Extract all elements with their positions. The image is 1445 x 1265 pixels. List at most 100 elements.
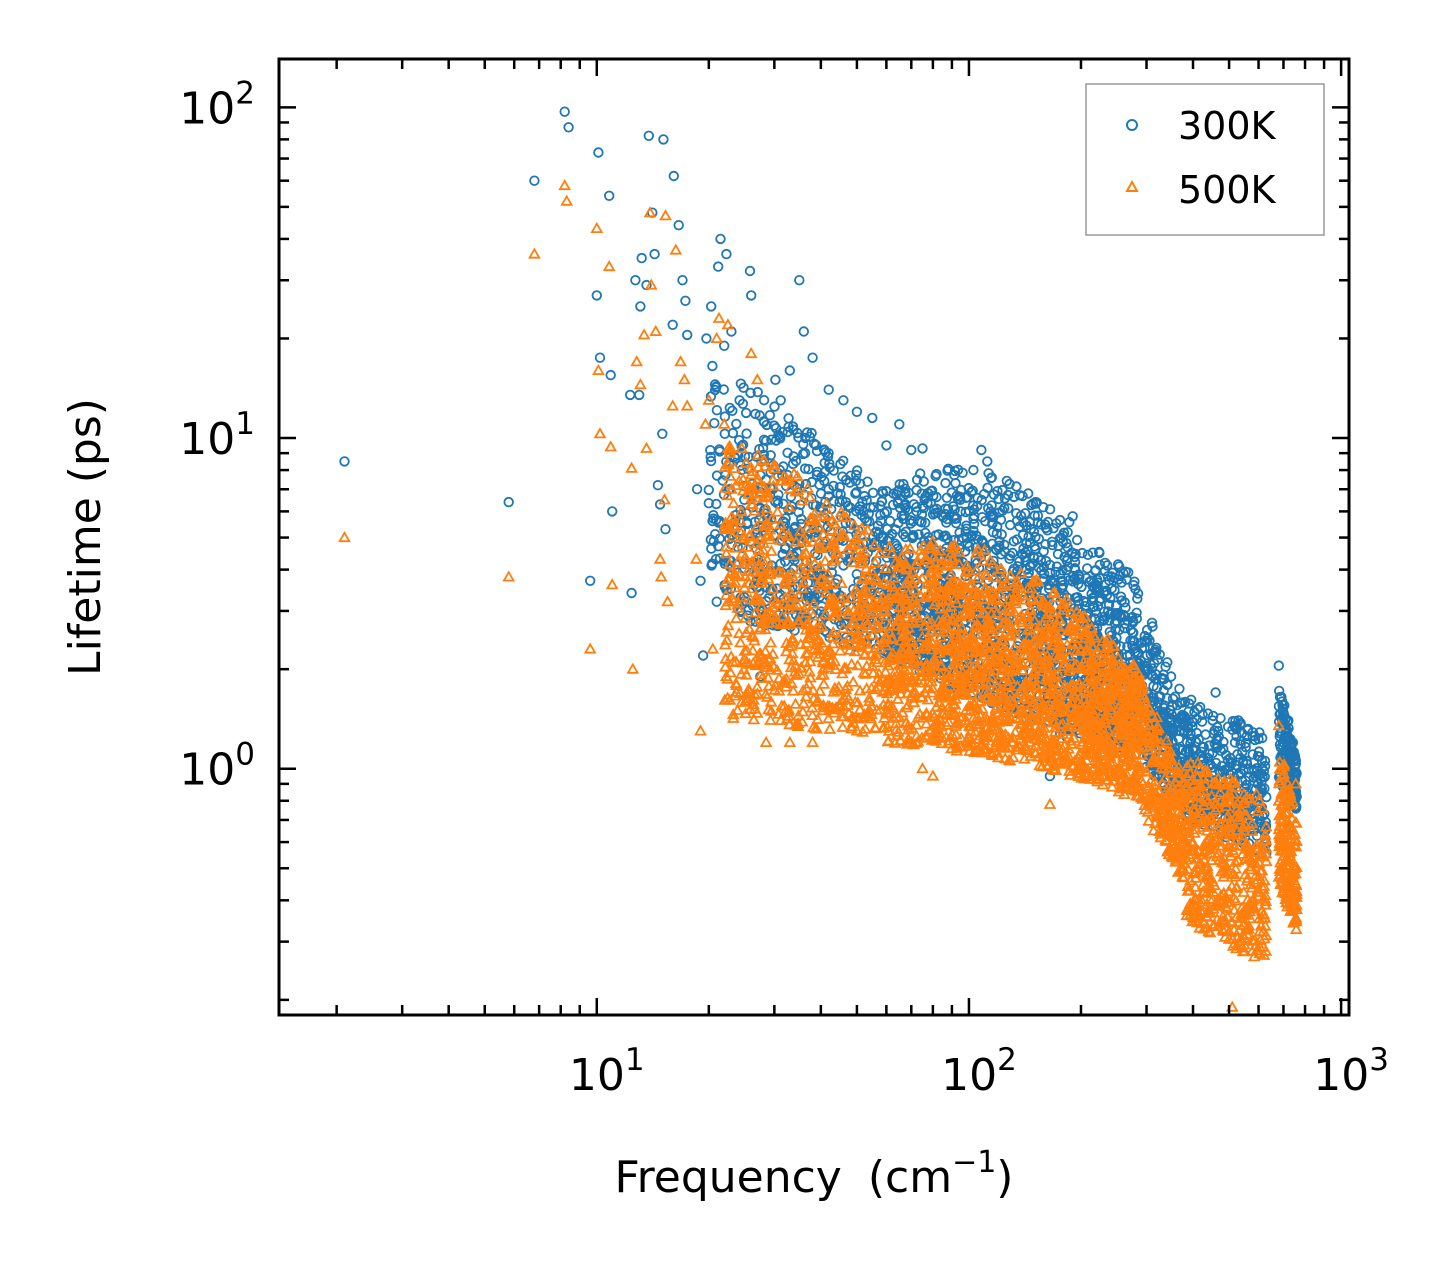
data-point xyxy=(939,593,953,605)
data-point xyxy=(776,609,789,622)
data-point xyxy=(966,699,979,712)
data-point xyxy=(918,619,932,631)
data-point xyxy=(939,609,953,621)
data-point xyxy=(1001,475,1013,487)
data-point xyxy=(823,644,836,657)
data-point xyxy=(837,710,850,722)
data-point xyxy=(978,685,992,697)
data-point xyxy=(999,502,1010,514)
data-point xyxy=(757,453,771,466)
data-point xyxy=(1052,620,1066,632)
data-point xyxy=(729,541,743,553)
data-point xyxy=(1240,737,1251,749)
data-point xyxy=(856,549,870,561)
data-point xyxy=(697,650,709,661)
data-point xyxy=(1012,686,1026,698)
data-point xyxy=(915,468,926,479)
data-point xyxy=(866,628,880,640)
data-point xyxy=(1039,672,1052,684)
data-point xyxy=(786,684,800,696)
data-point xyxy=(806,512,820,524)
data-point xyxy=(1241,731,1253,742)
data-point xyxy=(970,639,983,651)
data-point xyxy=(827,596,841,608)
data-point xyxy=(824,462,836,473)
data-point xyxy=(982,456,993,467)
data-point xyxy=(900,611,914,623)
data-point xyxy=(1086,595,1098,607)
data-point xyxy=(794,637,808,650)
data-point xyxy=(892,589,905,602)
data-point xyxy=(902,621,916,633)
data-point xyxy=(945,553,959,565)
data-point xyxy=(784,365,796,376)
data-point xyxy=(968,464,979,476)
data-point xyxy=(1033,533,1045,545)
data-point xyxy=(952,545,966,557)
data-point xyxy=(921,663,934,675)
data-point xyxy=(752,527,763,538)
data-point xyxy=(1210,687,1221,698)
data-point xyxy=(823,491,834,502)
data-point xyxy=(630,275,641,286)
data-point xyxy=(928,598,941,610)
data-point xyxy=(1032,552,1044,563)
data-point xyxy=(764,704,778,716)
data-point xyxy=(723,557,737,569)
data-point xyxy=(995,663,1008,675)
data-point xyxy=(798,439,809,450)
data-point xyxy=(1185,694,1197,706)
data-point xyxy=(915,731,929,743)
data-point xyxy=(720,522,734,534)
data-point xyxy=(1051,705,1065,717)
data-point xyxy=(978,543,991,555)
data-point xyxy=(760,529,773,541)
data-point xyxy=(853,684,867,696)
data-point xyxy=(837,700,850,712)
data-point xyxy=(988,511,999,523)
data-point xyxy=(1061,538,1072,549)
data-point xyxy=(719,340,730,352)
data-point xyxy=(982,482,993,494)
data-point xyxy=(749,606,762,618)
data-point xyxy=(529,175,540,186)
data-point xyxy=(1058,679,1072,691)
data-point xyxy=(764,410,776,421)
data-point xyxy=(962,492,973,503)
data-point xyxy=(965,737,978,749)
data-point xyxy=(732,626,746,639)
data-point xyxy=(713,541,724,552)
data-point xyxy=(673,219,684,231)
data-point xyxy=(1038,568,1050,580)
data-point xyxy=(746,644,760,656)
data-point xyxy=(1030,681,1044,693)
data-point xyxy=(974,641,988,654)
data-point xyxy=(1118,568,1129,579)
data-point xyxy=(992,715,1006,727)
data-point xyxy=(942,503,954,515)
data-point xyxy=(929,577,942,589)
data-point xyxy=(794,275,805,286)
data-point xyxy=(858,506,869,517)
data-point xyxy=(871,620,885,632)
data-point xyxy=(1148,658,1160,669)
data-point xyxy=(822,451,834,462)
data-point xyxy=(925,686,939,698)
data-point xyxy=(987,640,1001,652)
data-point xyxy=(854,597,868,609)
data-point xyxy=(944,583,958,596)
data-point xyxy=(1051,667,1065,679)
data-point xyxy=(771,597,785,609)
data-point xyxy=(948,611,962,623)
data-point xyxy=(857,572,870,584)
data-point xyxy=(979,592,993,605)
data-point xyxy=(900,735,914,747)
data-point xyxy=(801,560,814,572)
data-point xyxy=(828,552,842,564)
data-point xyxy=(1247,749,1259,760)
data-point xyxy=(895,550,909,562)
data-point xyxy=(985,670,998,682)
data-point xyxy=(826,625,840,637)
data-point xyxy=(1004,569,1017,581)
data-point xyxy=(975,670,988,682)
